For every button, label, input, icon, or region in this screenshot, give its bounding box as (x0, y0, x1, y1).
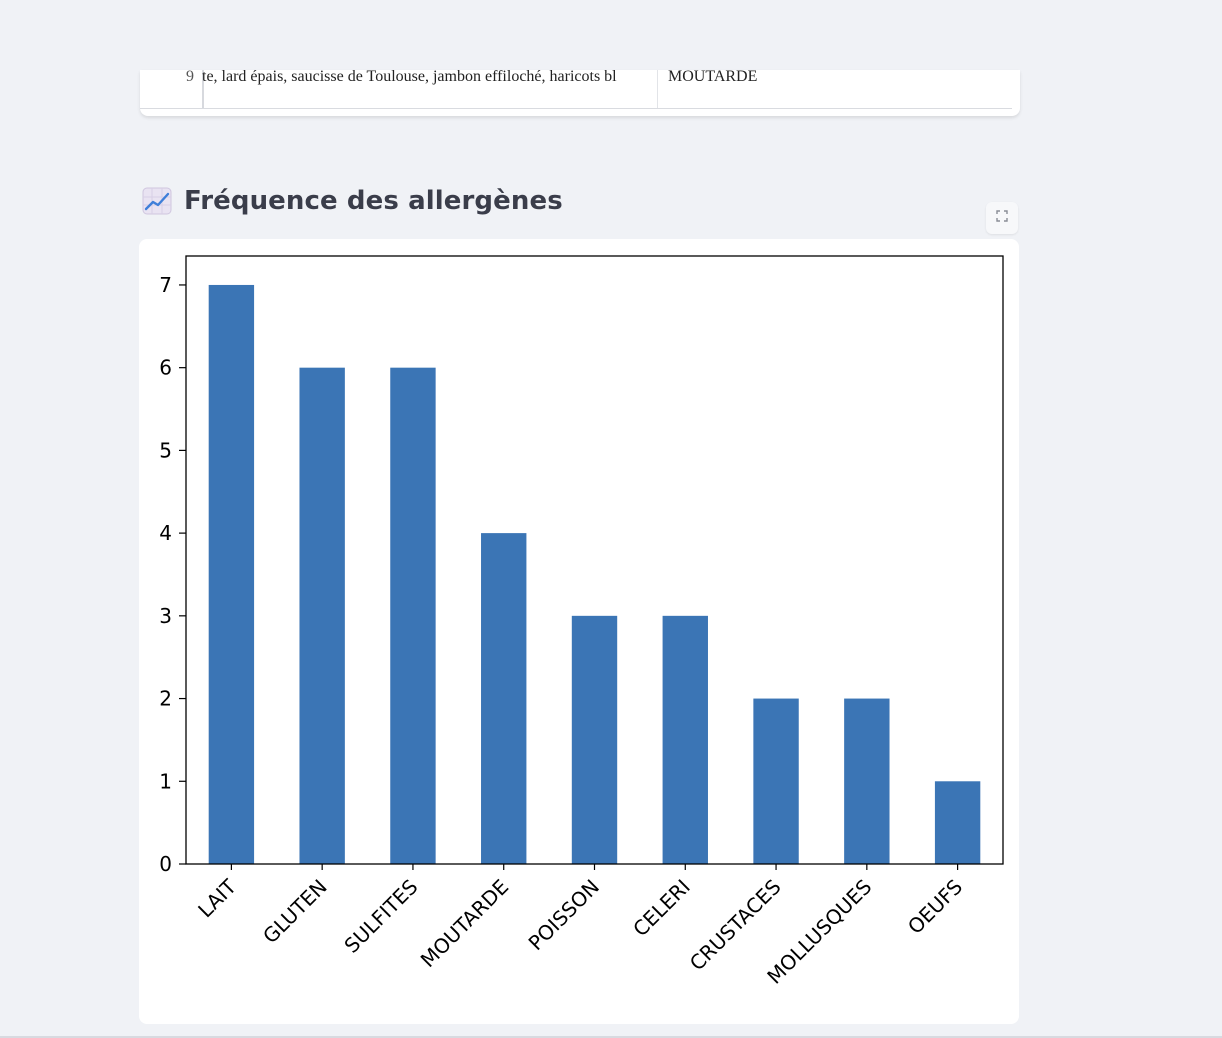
column-divider[interactable] (657, 70, 658, 108)
x-tick-label: OEUFS (903, 875, 967, 939)
y-tick-label: 2 (159, 687, 172, 711)
y-tick-label: 7 (159, 273, 172, 297)
fullscreen-button[interactable] (986, 202, 1018, 234)
y-tick-label: 4 (159, 521, 172, 545)
bar-lait (208, 284, 255, 864)
section-heading: Fréquence des allergènes (142, 184, 563, 218)
x-tick-label: CRUSTACES (685, 875, 786, 976)
bar-sulfites (390, 367, 436, 864)
dataframe-card: 9 te, lard épais, saucisse de Toulouse, … (140, 68, 1020, 116)
x-tick-label: SULFITES (339, 875, 422, 958)
y-tick-label: 6 (159, 356, 172, 380)
x-tick-label: LAIT (193, 874, 241, 922)
page-title: Fréquence des allergènes (184, 186, 563, 216)
bar-celeri (662, 615, 708, 864)
chart-card: 0 1 2 3 4 5 6 7 LAIT GLUTEN SULFITES MOUTARDE POISS… (139, 239, 1019, 1024)
bar-poisson (571, 615, 618, 864)
row-index-cell: 9 (186, 68, 194, 85)
x-tick-label: CELERI (628, 875, 695, 942)
chart-increasing-icon (142, 187, 172, 215)
dataframe-table[interactable]: 9 te, lard épais, saucisse de Toulouse, … (140, 68, 1012, 109)
y-axis-ticks: 0 1 2 3 4 5 6 7 (159, 273, 186, 876)
y-tick-label: 5 (159, 438, 172, 462)
bar-oeufs (934, 781, 981, 864)
bar-gluten (299, 367, 345, 864)
bars-group (208, 284, 981, 864)
bar-crustaces (753, 698, 799, 864)
y-tick-label: 3 (159, 604, 172, 628)
bar-moutarde (481, 533, 527, 864)
x-tick-label: GLUTEN (258, 875, 332, 949)
allergen-cell[interactable]: MOUTARDE (668, 68, 758, 85)
y-tick-label: 0 (159, 852, 172, 876)
dishes-cell[interactable]: te, lard épais, saucisse de Toulouse, ja… (202, 70, 656, 99)
x-tick-label: POISSON (524, 875, 604, 955)
x-tick-label: MOUTARDE (416, 875, 514, 973)
column-divider[interactable] (202, 70, 204, 108)
bottom-divider (0, 1036, 1222, 1038)
fullscreen-expand-icon (996, 209, 1008, 227)
plot-frame (185, 255, 1004, 865)
y-tick-label: 1 (159, 769, 172, 793)
dishes-cell-text: te, lard épais, saucisse de Toulouse, ja… (202, 70, 617, 85)
bar-mollusques (844, 698, 890, 864)
